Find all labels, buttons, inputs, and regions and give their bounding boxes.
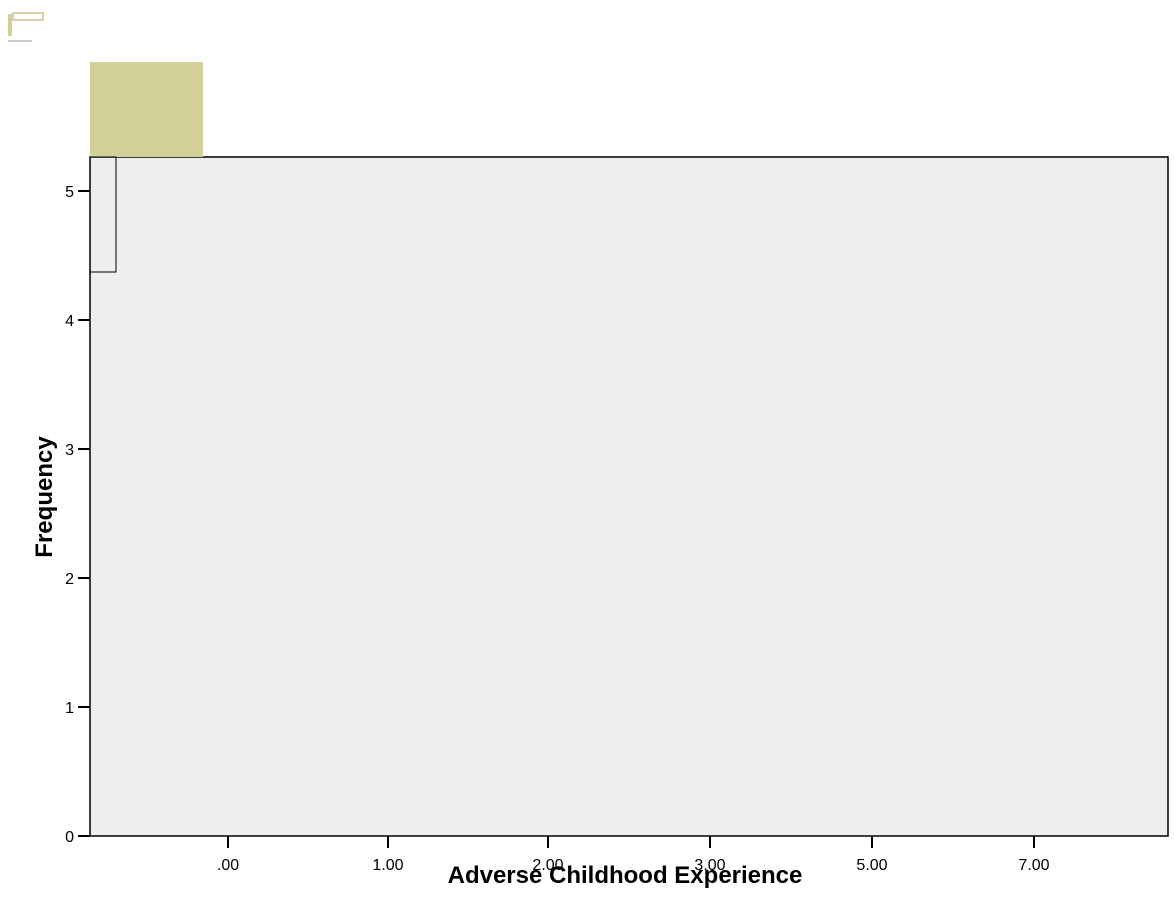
x-tick-label: 3.00 [694,857,725,874]
plot-area [89,156,1169,837]
y-tick-label: 5 [65,184,74,201]
y-tick-label: 0 [65,829,74,846]
legend-swatch [8,14,12,36]
x-tick-label: 5.00 [856,857,887,874]
bar-outline [89,156,117,273]
bars [90,62,203,157]
x-tick-label: 7.00 [1018,857,1049,874]
y-tick-label: 4 [65,313,74,330]
y-tick-label: 1 [65,700,74,717]
x-tick-label: 2.00 [532,857,563,874]
legend-glyph [12,12,44,21]
y-tick-label: 2 [65,571,74,588]
y-tick-label: 3 [65,442,74,459]
legend [8,12,44,42]
x-tick-label: 1.00 [372,857,403,874]
x-axis-title: Adverse Childhood Experience [448,862,803,889]
y-axis: 0 1 2 3 4 5 [65,184,90,846]
x-tick-label: .00 [217,857,239,874]
x-axis: .00 1.00 2.00 3.00 5.00 7.00 [217,836,1050,874]
y-axis-title: Frequency [31,436,58,558]
bar [90,62,203,157]
